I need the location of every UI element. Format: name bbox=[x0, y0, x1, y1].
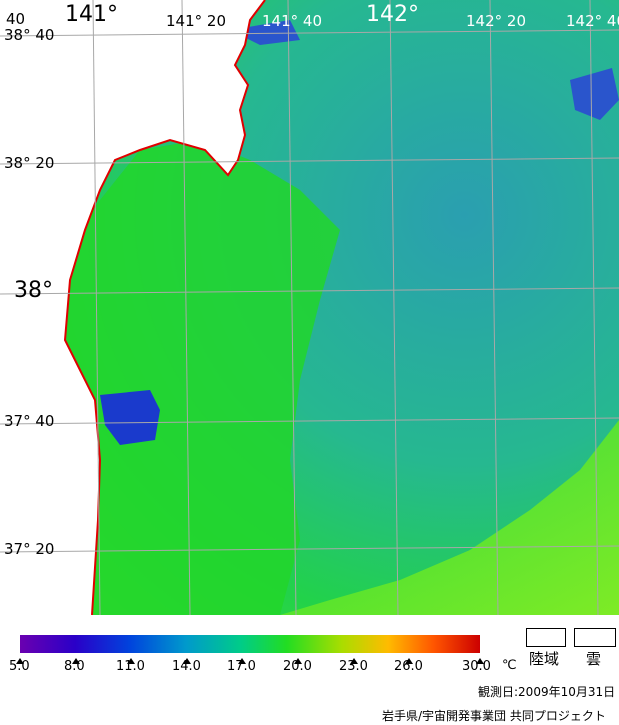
legend-tick: 17.0 bbox=[227, 659, 256, 674]
corner-label: 40 bbox=[6, 10, 26, 28]
cloud-legend-box bbox=[574, 628, 616, 647]
lat-label-38: 38° bbox=[14, 278, 53, 303]
lat-label-38-40: 38° 40 bbox=[4, 26, 55, 44]
legend-tick: 20.0 bbox=[283, 659, 312, 674]
land-legend-label: 陸域 bbox=[529, 650, 560, 668]
observation-date: 観測日:2009年10月31日 bbox=[478, 685, 616, 699]
lon-label-141-20: 141° 20 bbox=[166, 12, 226, 30]
legend-tick: 26.0 bbox=[394, 659, 423, 674]
latitude-grid bbox=[0, 29, 619, 553]
lat-label-37-20: 37° 20 bbox=[4, 540, 55, 558]
land-legend-box bbox=[526, 628, 566, 647]
legend-tick: 30.0 bbox=[462, 659, 491, 674]
warm-water-region bbox=[280, 420, 619, 615]
land-area bbox=[0, 0, 265, 615]
lon-label-142-40: 142° 40 bbox=[566, 12, 619, 30]
sst-map bbox=[0, 0, 619, 615]
legend-tick: 23.0 bbox=[339, 659, 368, 674]
lon-label-141: 141° bbox=[65, 2, 118, 27]
lon-label-142-20: 142° 20 bbox=[466, 12, 526, 30]
lat-label-37-40: 37° 40 bbox=[4, 412, 55, 430]
coastal-water bbox=[60, 140, 340, 615]
coastline bbox=[63, 0, 266, 615]
lon-label-142: 142° bbox=[366, 2, 419, 27]
temperature-legend-bar bbox=[16, 635, 484, 664]
legend-tick: 5.0 bbox=[9, 659, 30, 674]
longitude-grid bbox=[92, 0, 599, 615]
legend-unit: ℃ bbox=[502, 658, 517, 673]
cold-water-patch bbox=[100, 390, 160, 445]
cold-water-patch bbox=[570, 68, 619, 120]
project-credit: 岩手県/宇宙開発事業団 共同プロジェクト bbox=[382, 709, 606, 723]
cold-water-patch bbox=[230, 20, 300, 45]
legend-tick: 14.0 bbox=[172, 659, 201, 674]
legend-tick: 8.0 bbox=[64, 659, 85, 674]
lon-label-141-40: 141° 40 bbox=[262, 12, 322, 30]
lat-label-38-20: 38° 20 bbox=[4, 154, 55, 172]
cloud-legend-label: 雲 bbox=[586, 650, 602, 668]
legend-tick: 11.0 bbox=[116, 659, 145, 674]
